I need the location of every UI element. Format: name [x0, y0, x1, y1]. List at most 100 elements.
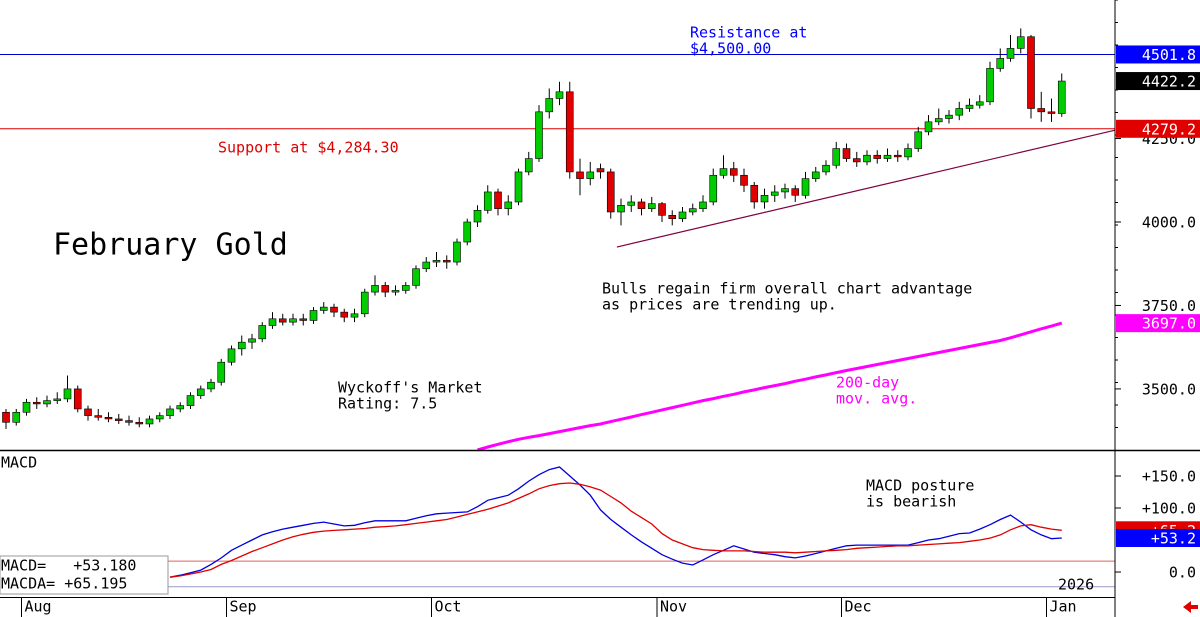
candle-body — [360, 291, 369, 315]
candle-body — [955, 108, 964, 116]
candle-body — [811, 171, 820, 179]
candle-body — [760, 194, 769, 203]
annotation: is bearish — [866, 493, 956, 511]
candle-body — [401, 285, 410, 291]
y-tick-label: 0.0 — [1169, 564, 1196, 582]
candle-body — [945, 114, 953, 119]
candle-body — [986, 68, 994, 103]
candle-body — [863, 154, 871, 163]
candle-body — [1016, 36, 1025, 49]
candle-body — [842, 148, 851, 159]
candle-body — [2, 411, 10, 423]
candle-body — [330, 306, 338, 313]
candle-body — [145, 418, 154, 425]
candle-body — [155, 415, 164, 420]
annotation: $4,500.00 — [690, 40, 771, 58]
annotation: Rating: 7.5 — [338, 395, 437, 413]
candle-body — [627, 201, 636, 206]
candle-body — [781, 188, 789, 193]
candle-body — [514, 171, 523, 203]
annotation: mov. avg. — [836, 390, 917, 408]
candle-body — [1027, 36, 1035, 109]
candle-body — [104, 416, 113, 420]
candle-body — [1006, 48, 1015, 59]
candle-body — [258, 325, 267, 340]
candle-body — [135, 421, 144, 425]
macd-line — [169, 466, 1062, 578]
candle-body — [791, 188, 800, 196]
candle-body — [709, 174, 718, 203]
candle-body — [1037, 108, 1046, 113]
candle-body — [227, 348, 236, 363]
candle-body — [504, 201, 513, 209]
trend-line — [616, 129, 1116, 248]
candle-body — [596, 168, 605, 173]
candle-body — [535, 111, 543, 159]
candle-body — [965, 104, 974, 109]
candle-body — [719, 168, 728, 176]
x-tick-label: Sep — [230, 598, 257, 616]
x-tick-label: Aug — [25, 598, 52, 616]
chart-title: February Gold — [53, 228, 288, 263]
candle-body — [617, 205, 625, 213]
annotation: as prices are trending up. — [602, 296, 837, 314]
candle-body — [1057, 80, 1066, 114]
candle-body — [770, 191, 779, 196]
annotation: 200-day — [836, 374, 899, 392]
candle-body — [289, 318, 297, 323]
candle-body — [32, 401, 41, 405]
price-box — [1116, 45, 1200, 64]
candle-body — [576, 171, 584, 179]
candle-body — [586, 171, 595, 179]
candle-body — [565, 91, 574, 173]
x-tick-label: Nov — [660, 598, 687, 616]
candle-body — [606, 171, 615, 213]
candle-body — [904, 148, 912, 158]
candle-body — [125, 420, 133, 423]
candle-body — [217, 361, 226, 383]
candle-body — [729, 168, 738, 176]
candle-body — [852, 158, 861, 163]
candle-body — [196, 388, 205, 396]
annotation: Support at $4,284.30 — [218, 139, 399, 157]
value-box-label: +53.2 — [1151, 529, 1196, 547]
scroll-arrow[interactable] — [1183, 601, 1198, 613]
candle-body — [22, 401, 31, 413]
candle-body — [545, 98, 554, 113]
candle-body — [371, 285, 379, 293]
macd-line — [169, 482, 1062, 578]
legend-entry: MACDA= +65.195 — [1, 575, 127, 593]
candle-body — [319, 306, 328, 311]
candle-body — [893, 154, 902, 158]
y-tick-label: 4000.0 — [1142, 213, 1196, 231]
moving-average — [477, 321, 1063, 452]
candle-body — [309, 310, 318, 321]
candle-body — [268, 318, 277, 326]
candle-body — [237, 341, 246, 350]
value-box — [1116, 528, 1200, 547]
annotation: Bulls regain firm overall chart advantag… — [602, 280, 972, 298]
annotation: Wyckoff's Market — [338, 379, 483, 397]
candle-body — [463, 221, 472, 243]
y-tick-label: 3750.0 — [1142, 297, 1196, 315]
price-box-label: 4501.8 — [1142, 46, 1196, 64]
x-tick-label: Dec — [845, 598, 872, 616]
candle-body — [422, 261, 431, 270]
year-label: 2026 — [1058, 576, 1094, 594]
candle-body — [166, 408, 174, 416]
candle-body — [412, 268, 420, 286]
x-tick-label: Jan — [1050, 598, 1077, 616]
candle-body — [637, 201, 646, 209]
candle-body — [63, 388, 72, 400]
candle-body — [801, 178, 810, 196]
candle-body — [883, 154, 892, 159]
candle-body — [350, 313, 359, 318]
candle-body — [299, 318, 308, 321]
annotation: MACD posture — [866, 477, 974, 495]
candle-body — [73, 388, 82, 410]
price-box-label: 4279.2 — [1142, 120, 1196, 138]
candle-body — [924, 121, 933, 133]
